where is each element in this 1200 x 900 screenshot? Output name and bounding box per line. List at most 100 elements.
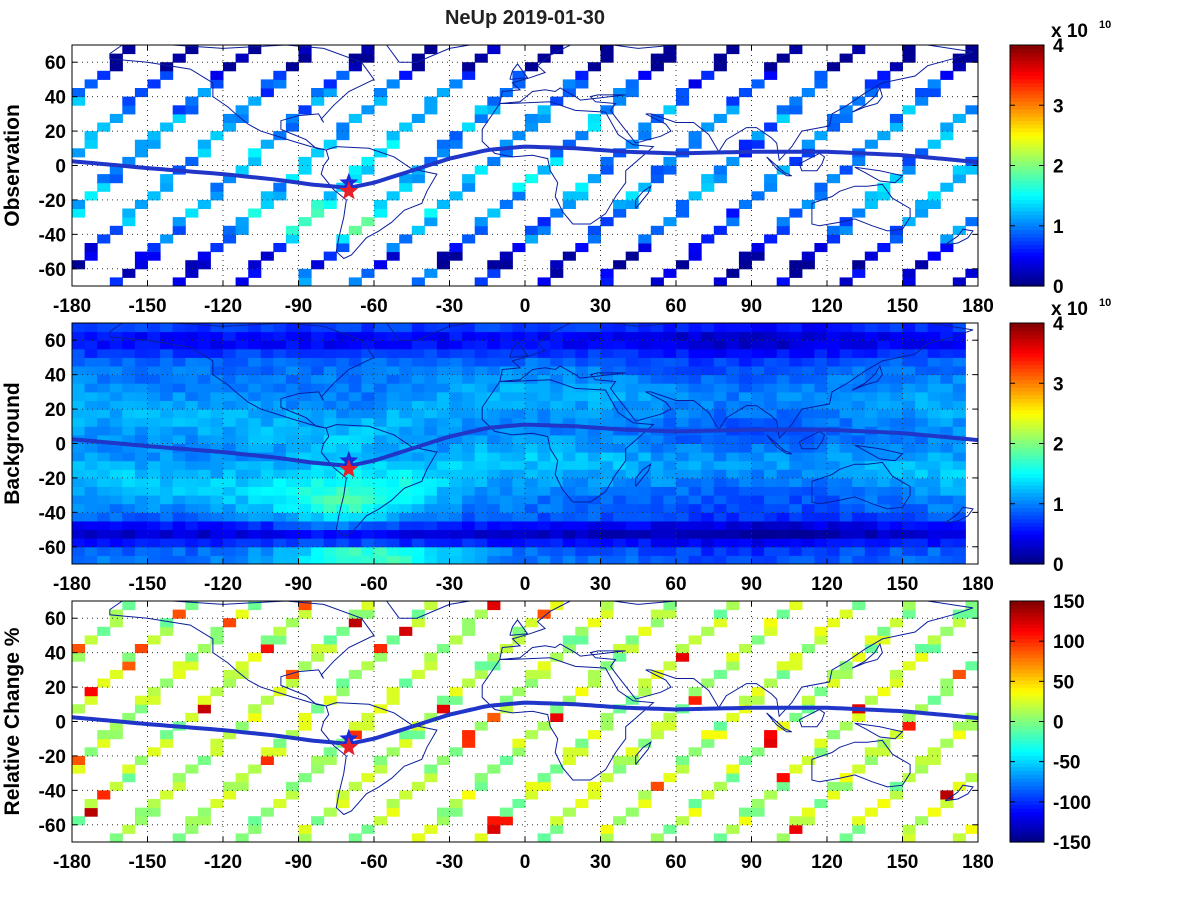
heatmap-cell: [625, 486, 639, 496]
heatmap-cell: [109, 417, 123, 427]
heatmap-cell: [285, 469, 299, 479]
heatmap-cell: [814, 391, 828, 401]
heatmap-cell: [499, 374, 513, 384]
heatmap-cell: [889, 174, 903, 184]
heatmap-cell: [411, 529, 425, 539]
heatmap-cell: [864, 79, 878, 89]
heatmap-cell: [613, 88, 627, 98]
heatmap-cell: [197, 391, 211, 401]
heatmap-cell: [474, 340, 488, 350]
heatmap-cell: [915, 816, 929, 826]
heatmap-cell: [323, 538, 337, 548]
heatmap-cell: [374, 529, 388, 539]
heatmap-cell: [701, 521, 715, 531]
heatmap-cell: [311, 529, 325, 539]
heatmap-cell: [172, 469, 186, 479]
heatmap-cell: [399, 626, 413, 636]
heatmap-cell: [449, 348, 463, 358]
heatmap-cell: [512, 635, 526, 645]
x-tick-label: 180: [962, 574, 994, 595]
heatmap-cell: [185, 400, 199, 410]
heatmap-cell: [285, 669, 299, 679]
heatmap-cell: [613, 331, 627, 341]
heatmap-cell: [713, 434, 727, 444]
heatmap-cell: [713, 357, 727, 367]
x-tick-label: 120: [811, 574, 843, 595]
heatmap-cell: [223, 417, 237, 427]
heatmap-cell: [550, 824, 564, 834]
heatmap-cell: [499, 426, 513, 436]
heatmap-cell: [713, 618, 727, 628]
heatmap-cell: [97, 323, 111, 333]
colorbar-segment: [1010, 804, 1044, 809]
heatmap-cell: [336, 426, 350, 436]
heatmap-cell: [449, 131, 463, 141]
heatmap-cell: [311, 546, 325, 556]
heatmap-cell: [285, 443, 299, 453]
heatmap-cell: [776, 460, 790, 470]
heatmap-cell: [336, 687, 350, 697]
y-tick-label: 40: [45, 88, 66, 109]
heatmap-cell: [499, 400, 513, 410]
heatmap-cell: [663, 348, 677, 358]
heatmap-cell: [751, 357, 765, 367]
heatmap-cell: [764, 730, 778, 740]
heatmap-cell: [499, 469, 513, 479]
heatmap-cell: [650, 323, 664, 333]
heatmap-cell: [663, 486, 677, 496]
heatmap-cell: [839, 340, 853, 350]
heatmap-cell: [550, 148, 564, 158]
heatmap-cell: [625, 191, 639, 201]
heatmap-cell: [374, 199, 388, 209]
heatmap-cell: [386, 417, 400, 427]
heatmap-cell: [902, 391, 916, 401]
colorbar-segment: [1010, 777, 1044, 783]
heatmap-cell: [436, 452, 450, 462]
coastline: [499, 323, 974, 440]
heatmap-cell: [852, 503, 866, 513]
heatmap-cell: [650, 409, 664, 419]
colorbar-segment: [1010, 834, 1044, 839]
heatmap-cell: [927, 521, 941, 531]
heatmap-cell: [751, 521, 765, 531]
heatmap-cell: [399, 538, 413, 548]
heatmap-cell: [839, 721, 853, 731]
heatmap-cell: [726, 268, 740, 278]
heatmap-cell: [336, 383, 350, 393]
heatmap-cell: [776, 469, 790, 479]
heatmap-cell: [663, 529, 677, 539]
x-tick-label: 90: [741, 296, 762, 317]
heatmap-cell: [160, 366, 174, 376]
heatmap-cell: [260, 460, 274, 470]
heatmap-cell: [462, 366, 476, 376]
heatmap-cell: [97, 70, 111, 80]
heatmap-cell: [915, 400, 929, 410]
heatmap-cell: [72, 546, 86, 556]
heatmap-cell: [374, 704, 388, 714]
heatmap-cell: [915, 323, 929, 333]
heatmap-cell: [474, 443, 488, 453]
colorbar-segment: [1010, 548, 1044, 554]
colorbar-segment: [1010, 97, 1044, 103]
heatmap-cell: [550, 434, 564, 444]
heatmap-cell: [311, 357, 325, 367]
heatmap-cell: [273, 538, 287, 548]
heatmap-cell: [827, 503, 841, 513]
heatmap-cell: [84, 323, 98, 333]
heatmap-cell: [223, 391, 237, 401]
heatmap-cell: [726, 512, 740, 522]
heatmap-cell: [147, 495, 161, 505]
heatmap-cell: [751, 131, 765, 141]
heatmap-cell: [663, 609, 677, 619]
heatmap-cell: [738, 807, 752, 817]
heatmap-cell: [449, 391, 463, 401]
colorbar-tick-label: 2: [1053, 157, 1064, 178]
heatmap-cell: [801, 348, 815, 358]
heatmap-cell: [374, 409, 388, 419]
heatmap-cell: [852, 512, 866, 522]
heatmap-cell: [550, 331, 564, 341]
heatmap-cell: [814, 799, 828, 809]
heatmap-cell: [210, 400, 224, 410]
heatmap-cell: [109, 521, 123, 531]
heatmap-cell: [84, 512, 98, 522]
